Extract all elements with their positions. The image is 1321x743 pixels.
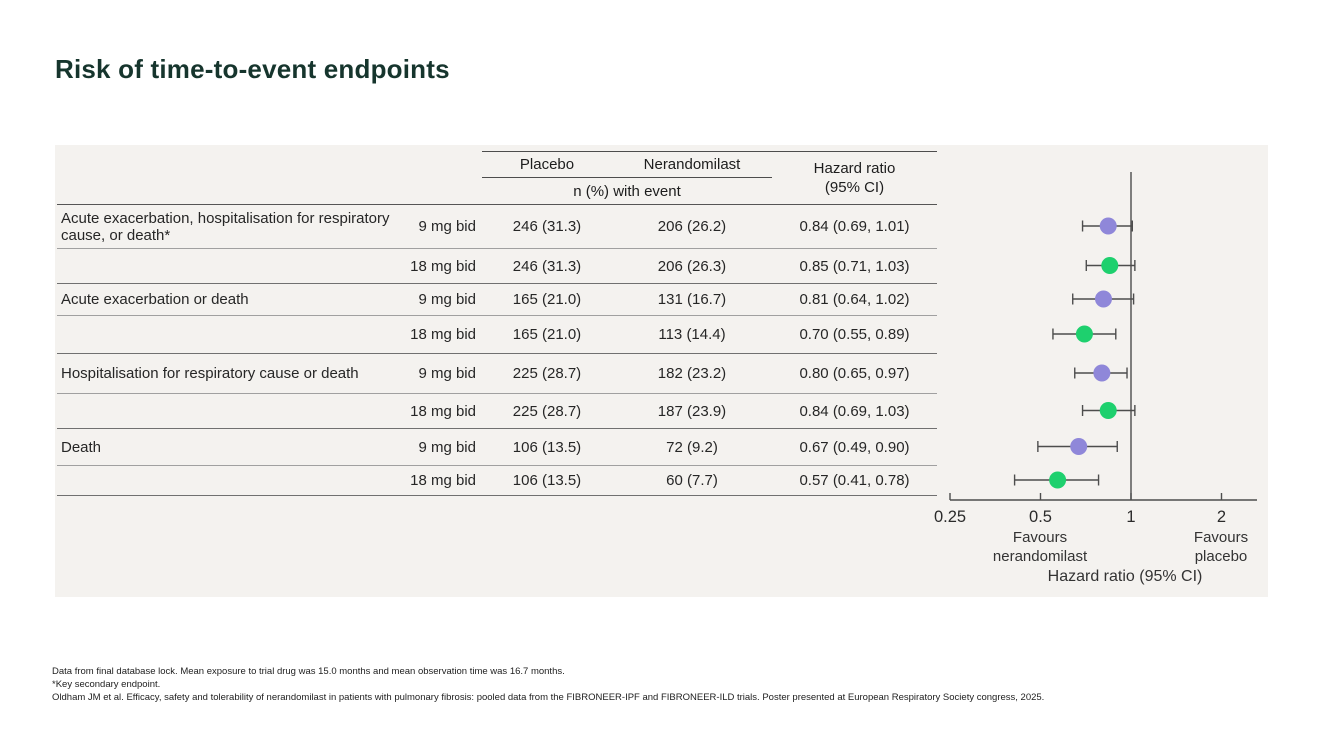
dose-label: 18 mg bid xyxy=(402,315,482,354)
dose-label: 18 mg bid xyxy=(402,248,482,284)
placebo-value: 246 (31.3) xyxy=(482,204,612,249)
nerandomilast-value: 60 (7.7) xyxy=(612,465,772,496)
footnote-line: Data from final database lock. Mean expo… xyxy=(52,666,565,677)
dose-label: 9 mg bid xyxy=(402,283,482,316)
dose-label: 18 mg bid xyxy=(402,393,482,429)
dose-label: 9 mg bid xyxy=(402,353,482,394)
placebo-value: 246 (31.3) xyxy=(482,248,612,284)
table-row: Death 9 mg bid 106 (13.5) 72 (9.2) 0.67 … xyxy=(57,428,937,466)
hazard-ratio-value: 0.70 (0.55, 0.89) xyxy=(772,315,937,354)
table-row: Acute exacerbation, hospitalisation for … xyxy=(57,204,937,249)
dose-label: 18 mg bid xyxy=(402,465,482,496)
dose-label: 9 mg bid xyxy=(402,204,482,249)
placebo-value: 225 (28.7) xyxy=(482,393,612,429)
footnotes: Data from final database lock. Mean expo… xyxy=(52,665,1297,704)
endpoints-table: Placebo Nerandomilast Hazard ratio (95% … xyxy=(57,151,937,496)
table-row: 18 mg bid 106 (13.5) 60 (7.7) 0.57 (0.41… xyxy=(57,465,937,496)
svg-text:0.25: 0.25 xyxy=(934,508,966,526)
svg-text:0.5: 0.5 xyxy=(1029,508,1052,526)
header-endpoint xyxy=(57,151,402,205)
placebo-value: 165 (21.0) xyxy=(482,283,612,316)
placebo-value: 225 (28.7) xyxy=(482,353,612,394)
header-hazard-ratio-line2: (95% CI) xyxy=(824,179,885,196)
table-row: 18 mg bid 225 (28.7) 187 (23.9) 0.84 (0.… xyxy=(57,393,937,429)
table-row: 18 mg bid 165 (21.0) 113 (14.4) 0.70 (0.… xyxy=(57,315,937,354)
header-dose xyxy=(402,151,482,205)
footnote-line: *Key secondary endpoint. xyxy=(52,679,161,690)
table-row: Acute exacerbation or death 9 mg bid 165… xyxy=(57,283,937,316)
header-hazard-ratio: Hazard ratio (95% CI) xyxy=(772,151,937,205)
nerandomilast-value: 206 (26.3) xyxy=(612,248,772,284)
nerandomilast-value: 187 (23.9) xyxy=(612,393,772,429)
favours-nerandomilast-label: Favours nerandomilast xyxy=(992,529,1088,565)
svg-text:1: 1 xyxy=(1126,508,1135,526)
hazard-ratio-value: 0.84 (0.69, 1.01) xyxy=(772,204,937,249)
endpoint-label: Hospitalisation for respiratory cause or… xyxy=(57,353,402,394)
hazard-ratio-value: 0.81 (0.64, 1.02) xyxy=(772,283,937,316)
nerandomilast-value: 113 (14.4) xyxy=(612,315,772,354)
nerandomilast-value: 131 (16.7) xyxy=(612,283,772,316)
placebo-value: 106 (13.5) xyxy=(482,465,612,496)
placebo-value: 165 (21.0) xyxy=(482,315,612,354)
svg-text:2: 2 xyxy=(1217,508,1226,526)
nerandomilast-value: 72 (9.2) xyxy=(612,428,772,466)
endpoint-label: Acute exacerbation, hospitalisation for … xyxy=(57,204,402,249)
hazard-ratio-value: 0.85 (0.71, 1.03) xyxy=(772,248,937,284)
endpoint-label xyxy=(57,248,402,284)
endpoint-label xyxy=(57,393,402,429)
nerandomilast-value: 182 (23.2) xyxy=(612,353,772,394)
favours-placebo-label: Favours placebo xyxy=(1193,529,1249,565)
endpoint-label: Acute exacerbation or death xyxy=(57,283,402,316)
placebo-value: 106 (13.5) xyxy=(482,428,612,466)
page-title: Risk of time-to-event endpoints xyxy=(55,54,450,84)
endpoint-label xyxy=(57,465,402,496)
table-row: Hospitalisation for respiratory cause or… xyxy=(57,353,937,394)
dose-label: 9 mg bid xyxy=(402,428,482,466)
hazard-ratio-value: 0.84 (0.69, 1.03) xyxy=(772,393,937,429)
table-row: 18 mg bid 246 (31.3) 206 (26.3) 0.85 (0.… xyxy=(57,248,937,284)
hazard-ratio-value: 0.67 (0.49, 0.90) xyxy=(772,428,937,466)
table-header: Placebo Nerandomilast Hazard ratio (95% … xyxy=(57,151,937,205)
footnote-line: Oldham JM et al. Efficacy, safety and to… xyxy=(52,692,1045,703)
endpoint-label: Death xyxy=(57,428,402,466)
header-placebo: Placebo xyxy=(482,151,612,178)
nerandomilast-value: 206 (26.2) xyxy=(612,204,772,249)
header-hazard-ratio-line1: Hazard ratio xyxy=(813,160,896,177)
x-axis-title: Hazard ratio (95% CI) xyxy=(1047,568,1203,585)
header-nerandomilast: Nerandomilast xyxy=(612,151,772,178)
table-body: Acute exacerbation, hospitalisation for … xyxy=(57,204,937,496)
hazard-ratio-value: 0.57 (0.41, 0.78) xyxy=(772,465,937,496)
endpoint-label xyxy=(57,315,402,354)
hazard-ratio-value: 0.80 (0.65, 0.97) xyxy=(772,353,937,394)
header-n-with-event: n (%) with event xyxy=(482,177,772,205)
figure-panel: Placebo Nerandomilast Hazard ratio (95% … xyxy=(55,145,1268,597)
